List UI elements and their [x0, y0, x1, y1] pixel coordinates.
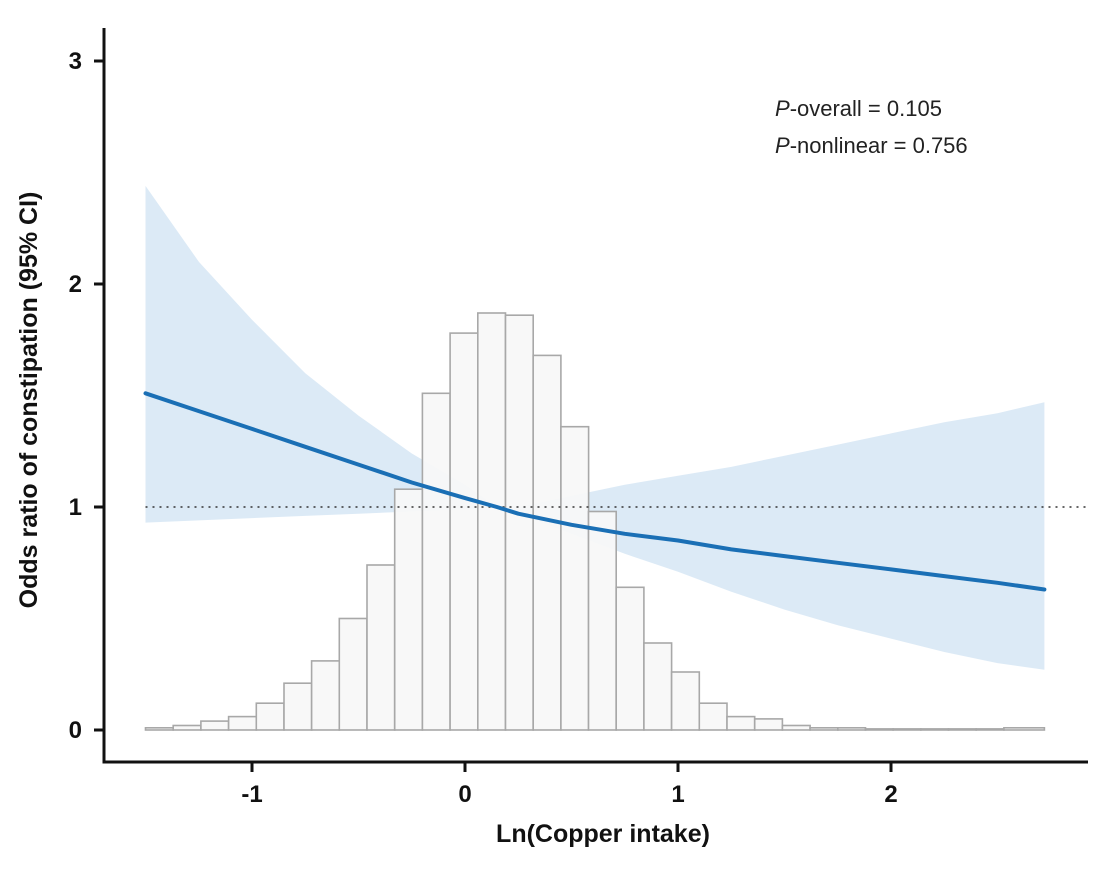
p-overall-annotation: P-overall = 0.105: [775, 96, 942, 121]
histogram-bar: [781, 724, 811, 731]
histogram-bar: [809, 726, 839, 731]
histogram-bar: [919, 728, 950, 731]
histogram-bar: [366, 564, 396, 731]
histogram-bar: [449, 332, 479, 731]
x-tick-label: 0: [458, 781, 471, 808]
histogram-bar: [698, 702, 728, 731]
histogram-bar: [864, 728, 894, 731]
p-nonlinear-text: -nonlinear = 0.756: [790, 133, 968, 158]
axes: [94, 28, 1088, 772]
x-axis-title: Ln(Copper intake): [496, 820, 710, 848]
spline-curve-layer: [143, 391, 1047, 592]
histogram-bar: [310, 660, 341, 731]
y-axis-title: Odds ratio of constipation (95% CI): [15, 192, 43, 609]
histogram-bar: [283, 682, 313, 731]
x-tick-label: -1: [241, 781, 262, 808]
p-overall-text: -overall = 0.105: [790, 96, 942, 121]
ci-band-layer: [145, 185, 1045, 670]
histogram-bar: [836, 726, 867, 731]
x-tick-label: 2: [884, 781, 897, 808]
p-nonlinear-annotation: P-nonlinear = 0.756: [775, 133, 968, 158]
spline-curve: [143, 391, 1047, 592]
histogram-bar: [1003, 726, 1046, 731]
histogram-bar: [227, 715, 258, 731]
histogram-bar: [255, 702, 285, 731]
histogram-bar: [421, 392, 451, 731]
histogram-bar: [200, 720, 230, 731]
histogram-bar: [643, 642, 673, 731]
histogram-bar: [393, 488, 424, 731]
y-tick-label: 1: [69, 494, 82, 521]
histogram-bar: [615, 586, 645, 731]
p-overall-prefix: P: [775, 96, 790, 121]
histogram-bar: [975, 728, 1005, 731]
histogram-bar: [560, 425, 590, 731]
histogram-bar: [532, 354, 562, 731]
histogram-bar: [172, 724, 202, 731]
histogram-bar: [892, 728, 922, 731]
histogram-bar: [947, 728, 978, 731]
x-tick-label: 1: [671, 781, 684, 808]
tick-labels: 0 1 2 3 -1 0 1 2: [69, 48, 898, 808]
histogram-bar: [587, 510, 618, 731]
y-tick-label: 0: [69, 717, 82, 744]
p-nonlinear-prefix: P: [775, 133, 790, 158]
ci-band: [145, 185, 1045, 670]
histogram-bar: [144, 726, 175, 731]
y-tick-label: 2: [69, 271, 82, 298]
histogram-bar: [476, 312, 507, 731]
histogram-bar: [338, 617, 368, 731]
histogram-bar: [670, 671, 701, 731]
histogram-bar: [753, 718, 784, 731]
histogram-bar: [726, 715, 756, 731]
y-tick-label: 3: [69, 48, 82, 75]
histogram-bar: [504, 314, 535, 731]
histogram-layer: [144, 312, 1046, 731]
